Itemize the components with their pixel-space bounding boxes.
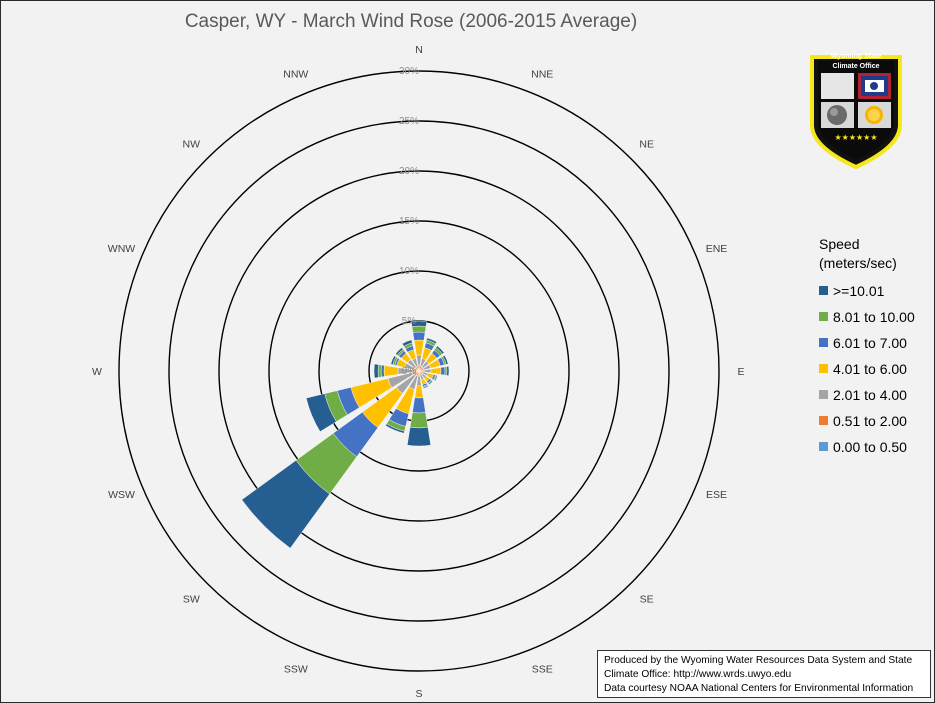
radial-tick-label: 5% <box>402 316 417 327</box>
grid-ring <box>118 70 720 672</box>
petal-segment-w <box>383 365 399 377</box>
radial-tick-label: 25% <box>399 116 419 127</box>
radial-tick-label: 30% <box>399 66 419 77</box>
legend-label: 4.01 to 6.00 <box>833 361 907 377</box>
legend-item: 2.01 to 4.00 <box>819 387 907 407</box>
credits-line2: Climate Office: http://www.wrds.uwyo.edu <box>604 669 792 680</box>
direction-label-w: W <box>92 366 102 378</box>
direction-label-e: E <box>737 366 744 378</box>
petal-segment-ssw <box>385 423 405 434</box>
radial-tick-label: 0% <box>402 366 417 377</box>
legend-swatch <box>819 390 828 399</box>
petal-segment-nw <box>395 347 404 356</box>
grid-ring <box>218 170 620 572</box>
radial-tick-label: 10% <box>399 266 419 277</box>
petal-segment-s <box>409 412 429 429</box>
badge-stars: ★★★★★★ <box>834 133 877 142</box>
petal-segment-w <box>380 364 385 378</box>
direction-label-nne: NNE <box>531 69 553 81</box>
legend-label: >=10.01 <box>833 283 885 299</box>
legend-item: 6.01 to 7.00 <box>819 335 907 355</box>
climate-office-logo: Wyoming State Climate Office ★★★★★★ <box>806 47 906 170</box>
petal-segment-w <box>373 363 379 379</box>
legend-label: 2.01 to 4.00 <box>833 387 907 403</box>
credits-line1: Produced by the Wyoming Water Resources … <box>604 655 913 666</box>
grid-ring <box>318 270 520 472</box>
petal-segment-s <box>412 397 426 414</box>
legend-item: 0.51 to 2.00 <box>819 413 907 433</box>
direction-label-s: S <box>415 688 422 700</box>
radial-tick-label: 20% <box>399 166 419 177</box>
petal-segment-n <box>412 331 426 341</box>
legend-title-line2: (meters/sec) <box>819 255 897 271</box>
direction-label-se: SE <box>640 594 654 606</box>
petal-segment-ene <box>442 355 449 365</box>
direction-label-ese: ESE <box>706 489 727 501</box>
petal-segment-sw <box>241 460 330 549</box>
legend-label: 8.01 to 10.00 <box>833 309 915 325</box>
petal-segment-se <box>428 380 434 386</box>
legend-title: Speed (meters/sec) <box>819 235 934 273</box>
legend-item: 8.01 to 10.00 <box>819 309 915 329</box>
petal-segment-e <box>430 367 442 375</box>
legend-item: 4.01 to 6.00 <box>819 361 907 381</box>
petal-segment-s <box>414 385 424 399</box>
legend-label: 6.01 to 7.00 <box>833 335 907 351</box>
direction-label-n: N <box>415 44 423 56</box>
radial-tick-label: 15% <box>399 216 419 227</box>
petal-segment-wnw <box>390 355 397 365</box>
legend-swatch <box>819 364 828 373</box>
legend-swatch <box>819 286 828 295</box>
legend-item: 0.00 to 0.50 <box>819 439 907 459</box>
petal-segment-wsw <box>305 393 337 432</box>
shield-icon: Wyoming State Climate Office ★★★★★★ <box>810 53 902 170</box>
petal-segment-n <box>413 339 425 356</box>
credits-line3: Data courtesy NOAA National Centers for … <box>604 683 914 694</box>
radial-grid <box>118 70 720 672</box>
direction-label-nnw: NNW <box>283 69 308 81</box>
direction-label-ne: NE <box>639 138 654 150</box>
legend-label: 0.00 to 0.50 <box>833 439 907 455</box>
badge-line1: Wyoming State <box>831 53 882 60</box>
direction-labels: N NNE NE ENE E ESE SE SSE S SSW SW WSW W WNW NW NNW <box>92 44 744 700</box>
legend-swatch <box>819 416 828 425</box>
credits-box: Produced by the Wyoming Water Resources … <box>597 650 931 698</box>
legend-swatch <box>819 312 828 321</box>
direction-label-ssw: SSW <box>284 663 308 675</box>
direction-label-ene: ENE <box>706 243 728 255</box>
petal-segment-nne <box>426 337 438 344</box>
petal-segment-sse <box>422 385 429 389</box>
chart-title: Casper, WY - March Wind Rose (2006-2015 … <box>184 11 638 32</box>
legend: Speed (meters/sec) >=10.01 8.01 to 10.00 6… <box>819 235 934 455</box>
legend-swatch <box>819 442 828 451</box>
petal-segment-ne <box>435 345 445 355</box>
petal-segment-w <box>377 364 382 378</box>
petal-segment-e <box>440 366 446 376</box>
petal-segment-n <box>410 320 428 327</box>
petal-segment-e <box>446 366 450 376</box>
badge-line2: Climate Office <box>832 63 879 70</box>
legend-label: 0.51 to 2.00 <box>833 413 907 429</box>
legend-swatch <box>819 338 828 347</box>
direction-label-sw: SW <box>183 594 200 606</box>
radial-tick-labels: 0% 5% 10% 15% 20% 25% 30% <box>399 66 419 377</box>
direction-label-wsw: WSW <box>108 489 135 501</box>
direction-label-wnw: WNW <box>108 243 135 255</box>
petal-segment-s <box>407 427 431 447</box>
direction-label-sse: SSE <box>532 663 553 675</box>
petal-segment-nnw <box>402 339 413 347</box>
grid-ring <box>168 120 670 622</box>
grid-ring <box>268 220 570 522</box>
legend-item: >=10.01 <box>819 283 884 303</box>
legend-title-line1: Speed <box>819 236 860 252</box>
petal-layer <box>241 320 450 549</box>
petal-segment-ese <box>434 374 438 382</box>
direction-label-nw: NW <box>183 138 201 150</box>
